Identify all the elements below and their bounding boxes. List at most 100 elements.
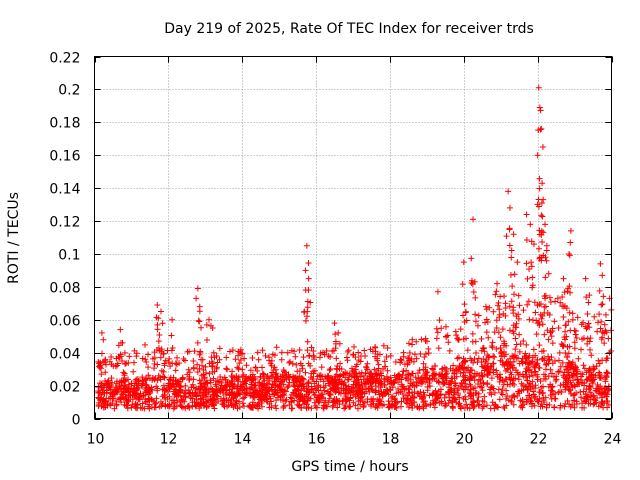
data-point — [583, 294, 590, 301]
data-point — [128, 380, 135, 387]
x-tick-label: 18 — [382, 432, 400, 448]
data-point — [523, 384, 530, 391]
data-point — [516, 302, 523, 309]
data-point — [539, 143, 546, 150]
data-point — [490, 308, 497, 315]
data-point — [214, 377, 221, 384]
data-point — [195, 317, 202, 324]
data-point — [273, 375, 280, 382]
x-tick-label: 12 — [160, 432, 178, 448]
data-point — [586, 324, 593, 331]
data-point — [599, 272, 606, 279]
data-point — [145, 372, 152, 379]
data-point — [329, 348, 336, 355]
data-point — [596, 287, 603, 294]
data-point — [308, 344, 315, 351]
data-point — [374, 404, 381, 411]
data-point — [149, 376, 156, 383]
data-point — [323, 347, 330, 354]
data-point — [571, 397, 578, 404]
data-point — [462, 374, 469, 381]
data-point — [229, 347, 236, 354]
data-point — [457, 326, 464, 333]
data-point — [207, 397, 214, 404]
data-point — [593, 388, 600, 395]
data-point — [469, 330, 476, 337]
data-point — [380, 342, 387, 349]
y-tick-label: 0.18 — [49, 116, 80, 132]
data-point — [536, 185, 543, 192]
data-point — [569, 310, 576, 317]
x-tick-label: 14 — [234, 432, 252, 448]
data-point — [602, 385, 609, 392]
data-point — [583, 325, 590, 332]
data-point — [541, 399, 548, 406]
data-point — [273, 397, 280, 404]
data-point — [507, 272, 514, 279]
data-point — [226, 383, 233, 390]
data-point — [383, 354, 390, 361]
data-point — [423, 369, 430, 376]
data-point — [178, 396, 185, 403]
data-point — [578, 346, 585, 353]
data-point — [419, 378, 426, 385]
data-point — [562, 386, 569, 393]
data-point — [484, 319, 491, 326]
y-tick-label: 0.22 — [49, 51, 80, 67]
data-point — [146, 388, 153, 395]
data-point — [532, 368, 539, 375]
data-point — [271, 352, 278, 359]
data-point — [493, 367, 500, 374]
data-point — [529, 274, 536, 281]
data-point — [587, 389, 594, 396]
data-point — [235, 378, 242, 385]
data-point — [432, 387, 439, 394]
data-point — [144, 385, 151, 392]
data-point — [101, 390, 108, 397]
data-point — [573, 370, 580, 377]
data-point — [261, 377, 268, 384]
data-point — [106, 384, 113, 391]
data-point — [538, 348, 545, 355]
data-point — [547, 366, 554, 373]
data-point — [327, 380, 334, 387]
data-point — [319, 395, 326, 402]
data-point — [527, 398, 534, 405]
data-point — [482, 319, 489, 326]
data-point — [555, 389, 562, 396]
data-point — [384, 387, 391, 394]
data-point — [186, 402, 193, 409]
data-point — [196, 377, 203, 384]
data-point — [214, 393, 221, 400]
data-point — [567, 327, 574, 334]
data-point — [524, 377, 531, 384]
data-point — [348, 385, 355, 392]
data-point — [594, 381, 601, 388]
data-point — [442, 391, 449, 398]
data-point — [321, 351, 328, 358]
data-point — [547, 329, 554, 336]
data-point — [334, 404, 341, 411]
data-point — [197, 349, 204, 356]
data-point — [451, 370, 458, 377]
data-point — [559, 341, 566, 348]
data-point — [384, 344, 391, 351]
data-point — [387, 352, 394, 359]
data-point — [143, 358, 150, 365]
data-point — [213, 399, 220, 406]
data-point — [197, 401, 204, 408]
data-point — [591, 313, 598, 320]
data-point — [118, 391, 125, 398]
data-point — [162, 357, 169, 364]
data-point — [464, 347, 471, 354]
data-point — [528, 403, 535, 410]
data-point — [297, 360, 304, 367]
data-point — [580, 335, 587, 342]
data-point — [409, 393, 416, 400]
data-point — [573, 401, 580, 408]
plot-frame — [94, 56, 612, 419]
data-point — [102, 356, 109, 363]
data-point — [603, 373, 610, 380]
data-point — [566, 309, 573, 316]
data-point — [494, 404, 501, 411]
